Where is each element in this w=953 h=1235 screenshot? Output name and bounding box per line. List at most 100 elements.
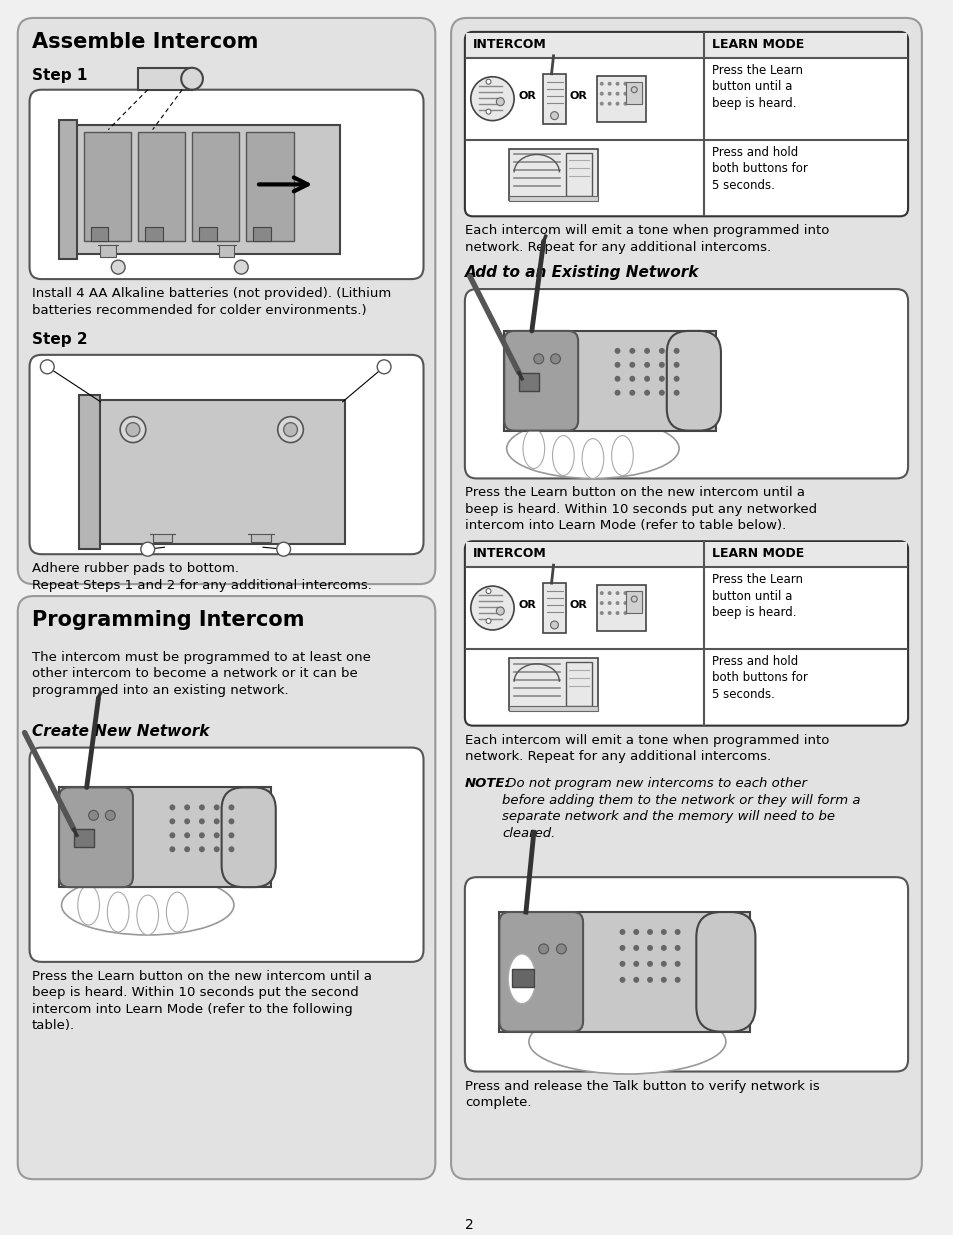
Text: Programming Intercom: Programming Intercom: [31, 610, 304, 630]
Bar: [542, 583, 566, 634]
Circle shape: [633, 929, 639, 935]
Circle shape: [599, 601, 603, 605]
Circle shape: [556, 944, 566, 953]
Bar: [509, 148, 598, 200]
Circle shape: [184, 804, 190, 810]
Bar: [465, 542, 906, 567]
Ellipse shape: [62, 876, 233, 935]
Circle shape: [105, 810, 115, 820]
FancyBboxPatch shape: [498, 911, 582, 1031]
FancyBboxPatch shape: [30, 354, 423, 555]
Circle shape: [618, 961, 625, 967]
Circle shape: [607, 601, 611, 605]
Circle shape: [213, 819, 219, 824]
Bar: [73, 830, 93, 847]
Circle shape: [199, 846, 205, 852]
Text: The intercom must be programmed to at least one
other intercom to become a netwo: The intercom must be programmed to at le…: [31, 651, 370, 697]
Circle shape: [623, 601, 627, 605]
Circle shape: [229, 832, 234, 839]
Circle shape: [184, 819, 190, 824]
Bar: [91, 227, 109, 241]
FancyArrow shape: [216, 246, 236, 257]
Circle shape: [623, 592, 627, 595]
Circle shape: [660, 945, 666, 951]
Ellipse shape: [166, 892, 188, 932]
Circle shape: [496, 608, 504, 615]
Circle shape: [376, 359, 391, 374]
Circle shape: [607, 592, 611, 595]
Text: Press the Learn button on the new intercom until a
beep is heard. Within 10 seco: Press the Learn button on the new interc…: [31, 969, 371, 1032]
Circle shape: [199, 819, 205, 824]
Circle shape: [199, 832, 205, 839]
Circle shape: [485, 109, 491, 114]
FancyBboxPatch shape: [221, 788, 275, 887]
Circle shape: [229, 819, 234, 824]
Text: Press the Learn button on the new intercom until a
beep is heard. Within 10 seco: Press the Learn button on the new interc…: [464, 487, 816, 532]
Bar: [626, 592, 641, 613]
Bar: [59, 120, 77, 259]
Bar: [138, 132, 185, 241]
FancyBboxPatch shape: [30, 90, 423, 279]
Ellipse shape: [552, 436, 574, 475]
Circle shape: [643, 362, 649, 368]
Circle shape: [599, 91, 603, 95]
Circle shape: [618, 929, 625, 935]
Ellipse shape: [137, 895, 158, 935]
Circle shape: [607, 611, 611, 615]
Circle shape: [633, 945, 639, 951]
Circle shape: [470, 587, 514, 630]
Text: Press the Learn
button until a
beep is heard.: Press the Learn button until a beep is h…: [711, 64, 802, 110]
Text: Install 4 AA Alkaline batteries (not provided). (Lithium
batteries recommended f: Install 4 AA Alkaline batteries (not pro…: [31, 287, 391, 316]
FancyBboxPatch shape: [30, 747, 423, 962]
Text: Do not program new intercoms to each other
before adding them to the network or : Do not program new intercoms to each oth…: [502, 778, 860, 840]
Circle shape: [659, 348, 664, 354]
Text: Press and hold
both buttons for
5 seconds.: Press and hold both buttons for 5 second…: [711, 655, 807, 701]
FancyBboxPatch shape: [464, 541, 907, 726]
Circle shape: [615, 82, 618, 85]
Circle shape: [659, 390, 664, 395]
Bar: [98, 400, 344, 545]
Circle shape: [615, 592, 618, 595]
Bar: [199, 227, 216, 241]
Circle shape: [213, 846, 219, 852]
FancyArrow shape: [150, 535, 175, 542]
Text: NOTE:: NOTE:: [464, 778, 510, 790]
Circle shape: [623, 91, 627, 95]
Circle shape: [674, 977, 679, 983]
Circle shape: [615, 101, 618, 106]
Bar: [566, 152, 591, 196]
Circle shape: [633, 961, 639, 967]
Circle shape: [550, 621, 558, 629]
Circle shape: [615, 91, 618, 95]
Circle shape: [643, 348, 649, 354]
Ellipse shape: [78, 885, 99, 925]
Text: INTERCOM: INTERCOM: [473, 547, 546, 561]
Text: INTERCOM: INTERCOM: [473, 38, 546, 51]
Bar: [504, 331, 716, 431]
Circle shape: [618, 945, 625, 951]
Circle shape: [283, 422, 297, 437]
Circle shape: [673, 362, 679, 368]
Circle shape: [485, 589, 491, 594]
Circle shape: [170, 832, 175, 839]
Circle shape: [618, 977, 625, 983]
Circle shape: [496, 98, 504, 106]
Circle shape: [614, 375, 619, 382]
Ellipse shape: [108, 892, 129, 932]
Circle shape: [615, 611, 618, 615]
Text: LEARN MODE: LEARN MODE: [711, 547, 803, 561]
Bar: [465, 33, 906, 58]
Circle shape: [614, 390, 619, 395]
Ellipse shape: [522, 429, 544, 468]
Ellipse shape: [508, 953, 536, 1004]
Text: LEARN MODE: LEARN MODE: [711, 38, 803, 51]
Circle shape: [112, 261, 125, 274]
Circle shape: [674, 929, 679, 935]
Circle shape: [643, 390, 649, 395]
Circle shape: [89, 810, 98, 820]
Text: Step 2: Step 2: [31, 332, 87, 347]
Circle shape: [170, 846, 175, 852]
Text: Add to an Existing Network: Add to an Existing Network: [464, 266, 699, 280]
Bar: [59, 788, 271, 887]
Circle shape: [485, 619, 491, 624]
